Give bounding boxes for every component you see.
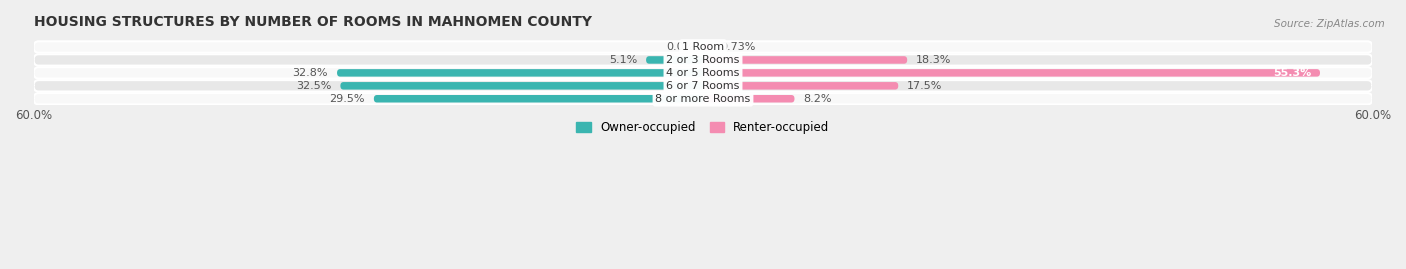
Text: 32.8%: 32.8% xyxy=(292,68,328,78)
Text: 8.2%: 8.2% xyxy=(803,94,832,104)
FancyBboxPatch shape xyxy=(703,95,794,102)
Text: 17.5%: 17.5% xyxy=(907,81,942,91)
FancyBboxPatch shape xyxy=(34,54,1372,66)
Legend: Owner-occupied, Renter-occupied: Owner-occupied, Renter-occupied xyxy=(572,116,834,139)
FancyBboxPatch shape xyxy=(34,80,1372,91)
Text: 32.5%: 32.5% xyxy=(297,81,332,91)
FancyBboxPatch shape xyxy=(340,82,703,90)
FancyBboxPatch shape xyxy=(647,56,703,64)
FancyBboxPatch shape xyxy=(703,56,907,64)
FancyBboxPatch shape xyxy=(703,69,1320,77)
Text: 8 or more Rooms: 8 or more Rooms xyxy=(655,94,751,104)
Text: 0.0%: 0.0% xyxy=(666,42,695,52)
Text: 6 or 7 Rooms: 6 or 7 Rooms xyxy=(666,81,740,91)
FancyBboxPatch shape xyxy=(337,69,703,77)
Text: HOUSING STRUCTURES BY NUMBER OF ROOMS IN MAHNOMEN COUNTY: HOUSING STRUCTURES BY NUMBER OF ROOMS IN… xyxy=(34,15,592,29)
FancyBboxPatch shape xyxy=(34,67,1372,79)
Text: 55.3%: 55.3% xyxy=(1272,68,1310,78)
Text: 2 or 3 Rooms: 2 or 3 Rooms xyxy=(666,55,740,65)
FancyBboxPatch shape xyxy=(34,93,1372,104)
Text: 18.3%: 18.3% xyxy=(917,55,952,65)
FancyBboxPatch shape xyxy=(703,43,711,51)
Text: 5.1%: 5.1% xyxy=(609,55,637,65)
Text: 4 or 5 Rooms: 4 or 5 Rooms xyxy=(666,68,740,78)
Text: 29.5%: 29.5% xyxy=(329,94,366,104)
FancyBboxPatch shape xyxy=(374,95,703,102)
Text: 1 Room: 1 Room xyxy=(682,42,724,52)
Text: Source: ZipAtlas.com: Source: ZipAtlas.com xyxy=(1274,19,1385,29)
FancyBboxPatch shape xyxy=(703,82,898,90)
Text: 0.73%: 0.73% xyxy=(720,42,755,52)
FancyBboxPatch shape xyxy=(34,41,1372,53)
